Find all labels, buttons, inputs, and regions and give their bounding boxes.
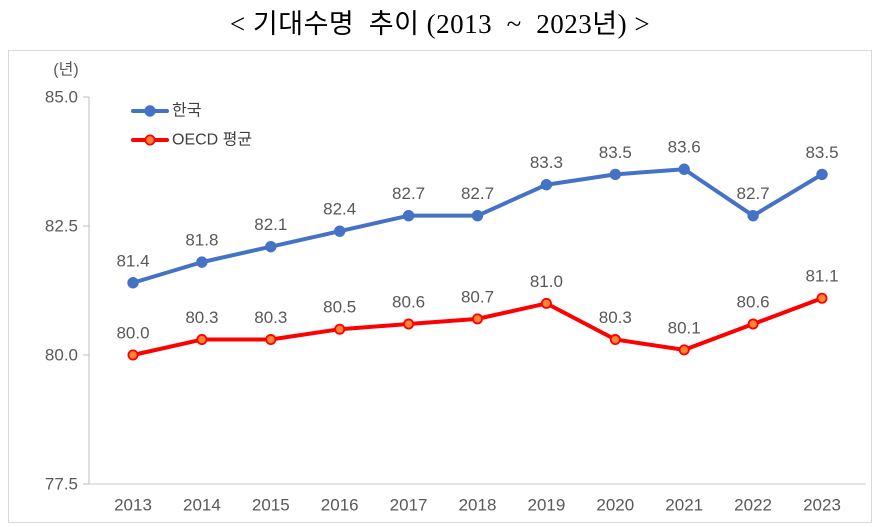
x-axis-tick-label: 2020 [596,496,634,515]
data-label-korea: 81.4 [116,251,149,270]
data-label-korea: 83.5 [805,143,838,162]
data-label-oecd: 80.7 [461,287,494,306]
data-point-oecd [816,292,828,304]
data-point-oecd [471,313,483,325]
data-point-korea [196,256,208,268]
data-label-korea: 82.7 [737,184,770,203]
data-point-oecd [403,318,415,330]
data-label-korea: 82.7 [461,184,494,203]
data-point-korea [334,225,346,237]
data-point-korea [265,240,277,253]
y-axis-tick-label: 80.0 [45,346,78,365]
x-axis-tick-label: 2021 [665,496,703,515]
data-point-korea [678,163,690,175]
data-point-korea [816,168,828,181]
plot-border [8,50,872,523]
data-label-korea: 82.1 [254,215,287,234]
x-axis-tick-label: 2018 [459,496,497,515]
data-label-korea: 82.4 [323,200,356,219]
y-axis-tick-label: 85.0 [45,88,78,107]
data-label-oecd: 81.1 [805,267,838,286]
data-label-oecd: 80.6 [392,293,425,312]
data-point-oecd [196,334,208,346]
data-point-korea [609,168,621,181]
x-axis-tick-label: 2015 [252,496,290,515]
data-label-korea: 81.8 [185,231,218,250]
data-point-oecd [609,334,621,346]
x-axis-tick-label: 2019 [527,496,565,515]
data-label-oecd: 80.3 [599,308,632,327]
chart-title: < 기대수명 추이 (2013 ~ 2023년) > [229,9,651,39]
data-label-oecd: 80.3 [254,308,287,327]
data-point-oecd [334,323,346,335]
data-label-oecd: 81.0 [530,272,563,291]
data-label-oecd: 80.0 [116,324,149,343]
x-axis-tick-label: 2023 [803,496,841,515]
x-axis-tick-label: 2014 [183,496,221,515]
data-point-korea [747,209,759,222]
legend-label-korea: 한국 [172,102,201,120]
x-axis-tick-label: 2017 [390,496,428,515]
data-label-oecd: 80.6 [737,293,770,312]
data-label-oecd: 80.3 [185,308,218,327]
data-point-oecd [540,297,552,309]
x-axis-tick-label: 2016 [321,496,359,515]
legend-label-oecd: OECD 평균 [172,131,252,149]
data-point-korea [402,209,415,222]
legend-marker-korea [144,105,156,117]
y-axis-tick-label: 82.5 [45,217,78,236]
data-point-korea [471,209,484,222]
data-point-oecd [747,318,759,330]
x-axis-tick-label: 2022 [734,496,772,515]
series-line-oecd [131,296,824,357]
data-label-korea: 82.7 [392,184,425,203]
x-axis-tick-label: 2013 [114,496,152,515]
y-axis-unit-label: (년) [53,61,78,79]
legend-marker-oecd [144,134,156,146]
data-point-oecd [127,349,139,361]
y-axis-tick-label: 77.5 [45,475,78,494]
data-point-oecd [678,344,690,356]
data-label-oecd: 80.5 [323,298,356,317]
data-label-korea: 83.5 [599,143,632,162]
data-point-korea [540,179,553,191]
data-label-korea: 83.6 [668,138,701,157]
data-point-korea [127,277,139,289]
data-label-oecd: 80.1 [668,318,701,337]
data-point-oecd [265,334,277,346]
data-label-korea: 83.3 [530,153,563,172]
